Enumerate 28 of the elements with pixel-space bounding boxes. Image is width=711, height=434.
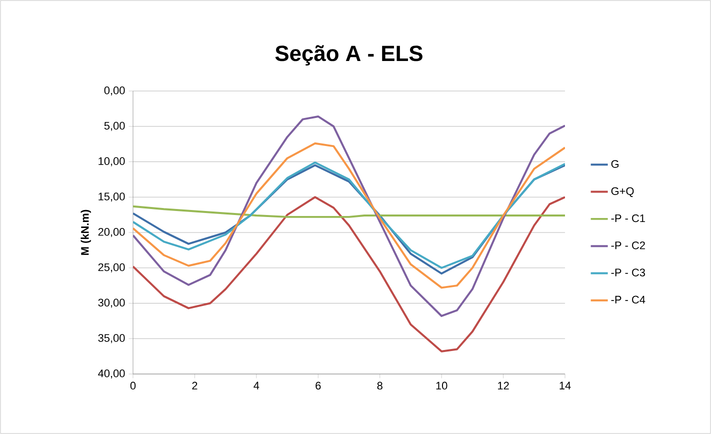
x-tick-label: 14 bbox=[560, 382, 571, 390]
y-tick-label: 25,00 bbox=[98, 263, 125, 272]
x-tick-label: 0 bbox=[130, 382, 136, 390]
y-tick-label: 10,00 bbox=[98, 157, 125, 166]
y-tick-label: 35,00 bbox=[98, 334, 125, 344]
y-tick-label: 0,00 bbox=[104, 86, 125, 96]
y-tick-label: 15,00 bbox=[98, 192, 125, 202]
line-series bbox=[133, 196, 566, 352]
x-tick-label: 12 bbox=[498, 382, 509, 390]
x-tick-label: 2 bbox=[192, 382, 198, 390]
x-tick-label: 8 bbox=[377, 382, 382, 390]
y-axis-title: M (kN.m) bbox=[80, 210, 91, 255]
legend-label: -P - C3 bbox=[611, 268, 645, 276]
x-tick-label: 10 bbox=[436, 382, 448, 390]
y-tick-label: 30,00 bbox=[98, 298, 125, 308]
x-tick-label: 4 bbox=[254, 382, 260, 390]
legend-label: -P - C2 bbox=[611, 242, 645, 250]
chart-title: Seção A - ELS bbox=[275, 45, 422, 66]
y-tick-label: 5,00 bbox=[104, 122, 125, 131]
legend-label: -P - C1 bbox=[611, 214, 645, 222]
line-series bbox=[133, 142, 566, 289]
legend-label: G bbox=[611, 160, 618, 168]
y-tick-label: 40,00 bbox=[98, 369, 125, 379]
line-series bbox=[133, 115, 566, 317]
legend-label: G+Q bbox=[611, 187, 634, 197]
legend-label: -P - C4 bbox=[611, 296, 646, 304]
y-tick-label: 20,00 bbox=[98, 228, 125, 238]
x-tick-label: 6 bbox=[316, 382, 321, 390]
